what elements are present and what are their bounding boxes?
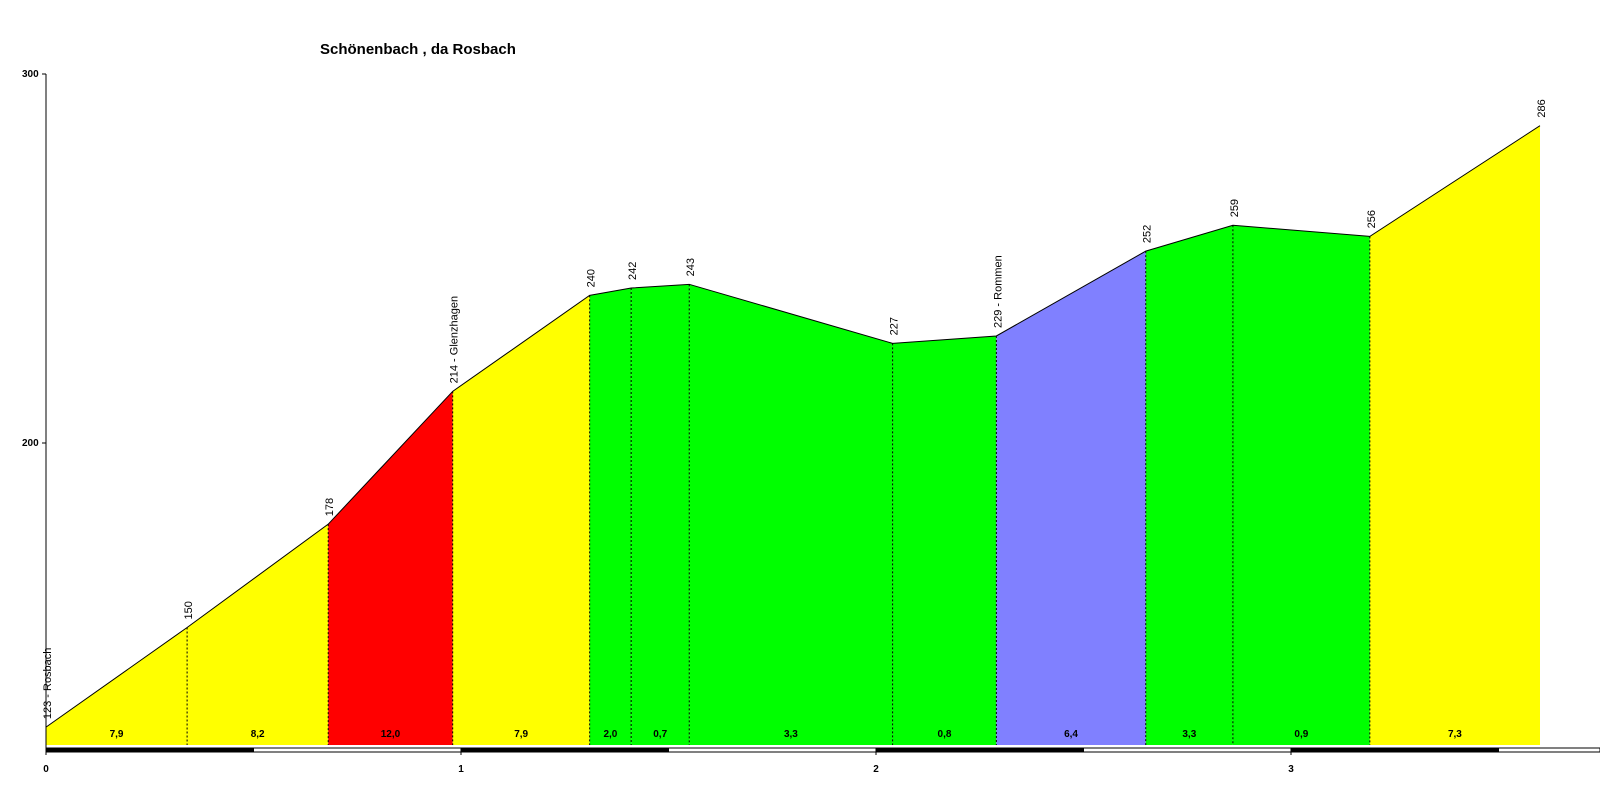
y-tick-label: 300 [22, 69, 39, 80]
grade-label: 3,3 [784, 729, 798, 740]
x-axis-bar-segment [253, 747, 462, 753]
point-label: 240 [586, 269, 598, 287]
grade-label: 12,0 [381, 729, 401, 740]
grade-label: 6,4 [1064, 729, 1078, 740]
point-label: 150 [183, 601, 195, 619]
profile-outline [45, 125, 1541, 728]
segment-area [589, 288, 632, 745]
grade-label: 7,9 [110, 729, 124, 740]
x-axis-bar-segment [1290, 747, 1499, 753]
x-axis: 0 1 2 3 [43, 747, 1600, 775]
x-axis-bar-segment [875, 747, 1084, 753]
x-tick-label: 2 [873, 764, 879, 775]
point-label: 259 [1229, 199, 1241, 217]
profile-areas [46, 125, 1540, 746]
x-axis-bar-segment [45, 747, 254, 753]
segment-area [1145, 225, 1233, 746]
point-label: 214 - Glenzhagen [449, 296, 461, 383]
x-tick-label: 1 [458, 764, 464, 775]
segment-area [46, 627, 188, 745]
segment-area [689, 284, 893, 745]
grade-labels: 7,9 8,2 12,0 7,9 2,0 0,7 3,3 0,8 6,4 3,3 0,9 7,3 [110, 729, 1463, 740]
point-label: 227 [889, 317, 901, 335]
x-axis-bar-segment [460, 747, 669, 753]
grade-label: 0,7 [653, 729, 667, 740]
segment-area [1232, 225, 1370, 746]
grade-label: 0,8 [938, 729, 952, 740]
segment-dividers [186, 225, 1371, 745]
x-tick-label: 0 [43, 764, 49, 775]
segment-area [187, 524, 329, 745]
grade-label: 3,3 [1182, 729, 1196, 740]
x-tick-label: 3 [1288, 764, 1294, 775]
segment-area [1369, 125, 1540, 745]
x-axis-bar-segment [668, 747, 877, 753]
y-tick-label: 200 [22, 438, 39, 449]
grade-label: 0,9 [1294, 729, 1308, 740]
segment-area [892, 335, 997, 745]
grade-label: 8,2 [251, 729, 265, 740]
segment-area [631, 284, 690, 745]
grade-label: 2,0 [603, 729, 617, 740]
point-label: 243 [685, 258, 697, 276]
x-axis-bar-segment [1498, 747, 1600, 753]
point-label: 123 - Rosbach [42, 648, 54, 720]
point-label: 229 - Rommen [992, 255, 1004, 328]
point-label: 252 [1142, 225, 1154, 243]
profile-line [45, 125, 1541, 728]
segment-area [452, 295, 590, 745]
chart-title: Schönenbach , da Rosbach [320, 41, 516, 58]
point-label: 242 [627, 262, 639, 280]
point-labels: 123 - Rosbach 150 178 214 - Glenzhagen 240 24… [42, 99, 1548, 719]
point-label: 286 [1536, 99, 1548, 117]
point-label: 178 [324, 498, 336, 516]
grade-label: 7,3 [1448, 729, 1462, 740]
x-axis-bar-segment [1083, 747, 1292, 753]
y-axis: 200 300 [22, 69, 47, 748]
segment-area [996, 251, 1146, 745]
grade-label: 7,9 [514, 729, 528, 740]
segment-area [328, 391, 453, 745]
point-label: 256 [1366, 210, 1378, 228]
